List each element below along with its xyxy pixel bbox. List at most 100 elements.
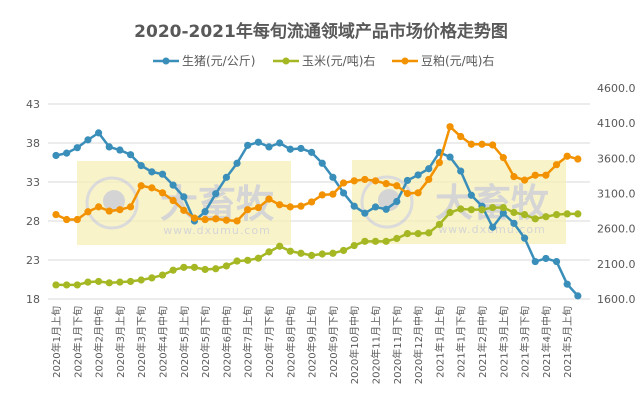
legend-item-1: 玉米(元/吨)右 [273,53,375,68]
data-point [467,191,475,199]
y-left-tick-label: 23 [26,254,40,267]
x-tick-label: 2021年5月上旬 [561,306,574,378]
data-point [542,254,550,263]
data-point [393,234,401,243]
y-right-tick-label: 4600.0 [597,82,636,95]
data-point [286,203,294,211]
data-point [552,211,561,219]
data-point [542,213,550,221]
data-point [212,265,220,273]
data-point [52,281,60,289]
data-point [95,277,103,286]
x-tick-label: 2020年3月上旬 [114,306,127,378]
y-right-tick-label: 3600.0 [597,152,636,165]
x-tick-label: 2021年1月上旬 [433,306,446,378]
data-point [52,151,60,160]
data-point [521,211,529,219]
watermark-logo-icon [360,175,414,229]
y-right-tick-label: 2600.0 [597,223,636,236]
data-point [510,208,518,217]
legend-item-2: 豆粕(元/吨)右 [392,53,494,68]
data-point [489,203,497,212]
data-point [222,262,230,270]
data-point [457,167,465,175]
data-point [371,237,380,245]
data-point [73,215,81,224]
data-point [350,177,358,185]
data-point [190,263,199,271]
data-point [425,165,433,173]
data-point [233,257,241,265]
y-right-tick-label: 3100.0 [597,188,636,201]
data-point [382,180,390,188]
x-tick-label: 2020年9月下旬 [327,306,340,378]
data-point [137,276,145,284]
data-point [63,215,71,224]
x-tick-label: 2020年4月中旬 [157,306,170,378]
data-point [265,143,273,151]
data-point [297,249,305,257]
data-point [403,176,412,185]
data-point [425,175,433,184]
data-point [403,189,412,198]
series-group [52,123,582,300]
data-point [276,139,284,147]
data-point [457,205,465,213]
data-point [297,202,305,210]
legend-item-0: 生猪(元/公斤) [153,54,255,68]
data-point [446,208,454,217]
data-point [169,196,177,205]
data-point [574,210,582,218]
data-point [382,237,390,245]
y-axis-right: 1600.0 2100.0 2600.0 3100.0 3600.0 4100.0 4600… [597,82,636,306]
legend-swatch-marker [162,57,170,65]
data-point [339,246,348,255]
x-tick-label: 2020年7月上旬 [242,306,255,378]
data-point [382,205,390,213]
data-point [457,132,465,141]
data-point [308,251,316,259]
data-point [499,203,507,212]
data-point [84,136,92,144]
legend-swatch-marker [401,57,409,65]
y-left-tick-label: 28 [26,215,40,228]
watermark-logo-icon [85,176,139,230]
x-tick-label: 2020年10月中旬 [348,306,361,384]
data-point [201,215,209,224]
data-point [63,281,71,289]
data-point [574,292,582,300]
x-tick-label: 2021年1月下旬 [455,306,468,378]
data-point [339,189,348,197]
y-left-tick-label: 33 [26,176,40,189]
data-point [254,138,262,146]
x-tick-label: 2020年5月上旬 [178,306,191,378]
data-point [126,151,135,159]
x-tick-label: 2020年6月中旬 [220,306,233,378]
data-point [489,223,497,231]
data-point [318,159,326,167]
data-point [350,202,358,210]
data-point [308,148,316,156]
data-point [478,206,486,214]
data-point [254,254,262,262]
data-point [265,248,273,256]
x-tick-label: 2020年8月中旬 [284,306,297,378]
data-point [244,141,252,149]
x-tick-label: 2020年7月下旬 [263,306,276,378]
data-point [180,206,188,214]
data-point [73,144,81,152]
data-point [521,234,529,242]
data-point [542,171,550,179]
data-point [403,229,412,238]
data-point [329,190,337,198]
data-point [489,141,497,149]
legend-label: 生猪(元/公斤) [182,54,255,68]
data-point [531,257,539,266]
data-point [222,173,230,181]
series-2 [52,123,582,225]
legend-label: 豆粕(元/吨)右 [421,53,494,68]
data-point [414,229,422,238]
data-point [63,149,71,157]
